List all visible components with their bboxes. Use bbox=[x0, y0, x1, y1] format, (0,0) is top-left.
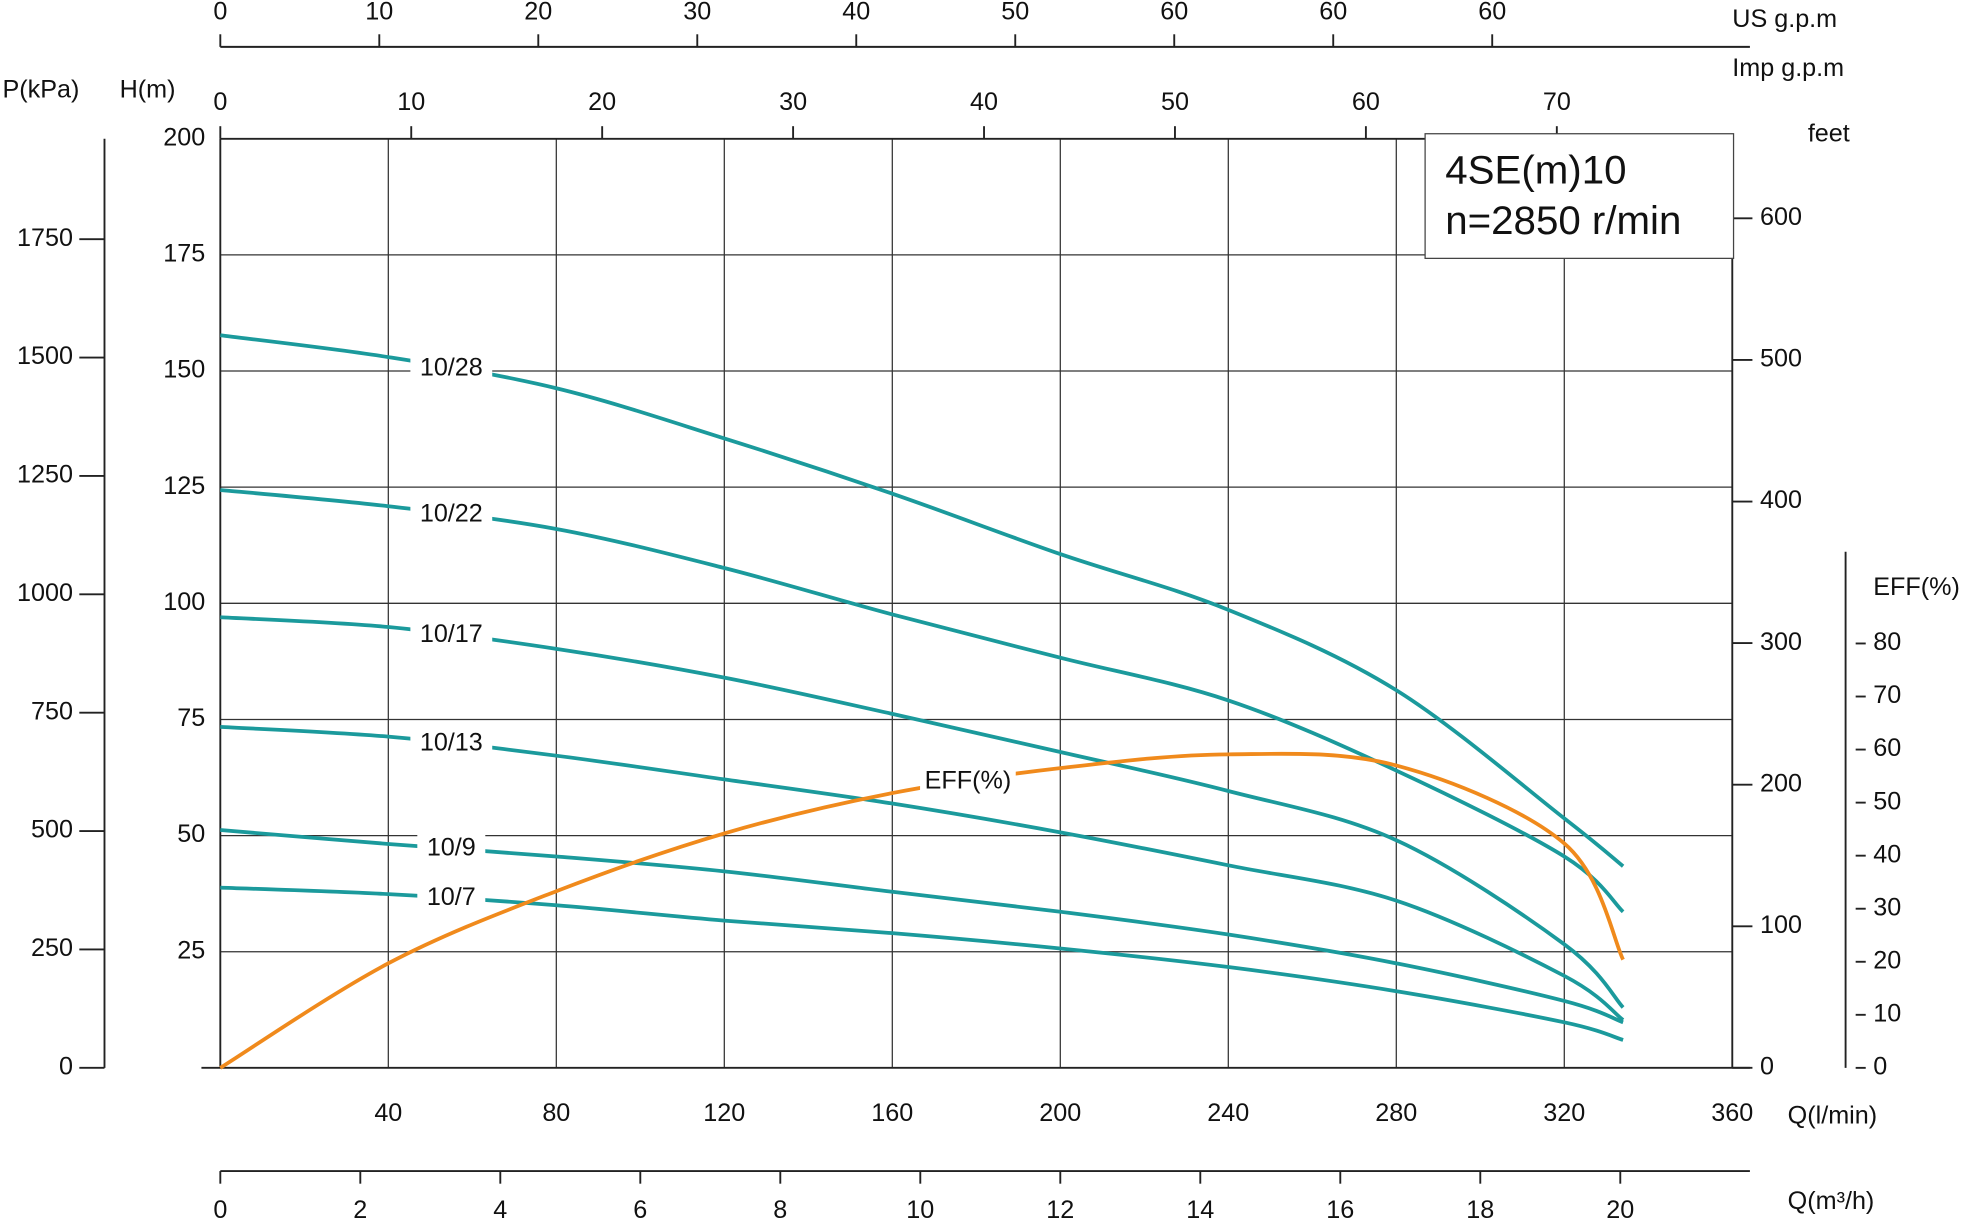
x-tick-label: 120 bbox=[703, 1099, 745, 1127]
x-tick-label: 160 bbox=[871, 1099, 913, 1127]
legend-bg bbox=[410, 728, 493, 759]
secondary-axis-label: feet bbox=[1808, 120, 1850, 148]
secondary-tick-label: 30 bbox=[683, 0, 711, 26]
secondary-axis-label: US g.p.m bbox=[1732, 5, 1837, 33]
secondary-tick-label: 250 bbox=[31, 934, 73, 962]
secondary-tick-label: 10 bbox=[906, 1196, 934, 1223]
x-axis-label: Q(l/min) bbox=[1788, 1102, 1877, 1130]
secondary-tick-label: 60 bbox=[1160, 0, 1188, 26]
y-tick-label: 150 bbox=[163, 356, 205, 384]
secondary-tick-label: 60 bbox=[1319, 0, 1347, 26]
chart-title: 4SE(m)10 bbox=[1445, 147, 1626, 192]
secondary-tick-label: 1750 bbox=[17, 224, 73, 252]
secondary-tick-label: 500 bbox=[31, 816, 73, 844]
secondary-tick-label: 10 bbox=[365, 0, 393, 26]
secondary-tick-label: 14 bbox=[1186, 1196, 1214, 1223]
axes: 40 80 120 160 200 240 280 320 360255075100125150… bbox=[3, 0, 1902, 1223]
x-tick-label: 200 bbox=[1039, 1099, 1081, 1127]
secondary-tick-label: 10 bbox=[397, 88, 425, 116]
x-tick-label: 320 bbox=[1543, 1099, 1585, 1127]
legend-label: EFF(%) bbox=[925, 767, 1012, 795]
secondary-tick-label: 1500 bbox=[17, 342, 73, 370]
secondary-tick-label: 70 bbox=[1543, 88, 1571, 116]
secondary-tick-label: 60 bbox=[1478, 0, 1506, 26]
y-tick-label: 175 bbox=[163, 240, 205, 268]
secondary-tick-label: 6 bbox=[633, 1196, 647, 1223]
y-tick-label: 50 bbox=[177, 820, 205, 848]
legend-label: 10/17 bbox=[420, 620, 483, 648]
legend-label: 10/22 bbox=[420, 499, 483, 527]
y2-tick-label: 20 bbox=[1873, 946, 1901, 974]
y-axis-label: H(m) bbox=[120, 76, 176, 104]
secondary-tick-label: 1000 bbox=[17, 579, 73, 607]
secondary-tick-label: 60 bbox=[1352, 88, 1380, 116]
y-tick-label: 100 bbox=[163, 588, 205, 616]
chart-subtitle: n=2850 r/min bbox=[1445, 198, 1681, 243]
secondary-axis-label: Imp g.p.m bbox=[1732, 54, 1844, 82]
x-tick-label: 280 bbox=[1375, 1099, 1417, 1127]
y2-tick-label: 40 bbox=[1873, 840, 1901, 868]
secondary-tick-label: 0 bbox=[213, 88, 227, 116]
secondary-tick-label: 200 bbox=[1760, 769, 1802, 797]
secondary-tick-label: 0 bbox=[1760, 1053, 1774, 1081]
legend-bg bbox=[410, 620, 493, 651]
y-tick-label: 125 bbox=[163, 472, 205, 500]
legend-bg bbox=[410, 499, 493, 530]
secondary-tick-label: 2 bbox=[353, 1196, 367, 1223]
y2-tick-label: 10 bbox=[1873, 999, 1901, 1027]
secondary-tick-label: 20 bbox=[588, 88, 616, 116]
y2-tick-label: 60 bbox=[1873, 734, 1901, 762]
curves: 10/28 10/22 10/17 10/13 10/9 10/7 EFF(%) bbox=[219, 333, 1625, 1070]
y2-tick-label: 30 bbox=[1873, 893, 1901, 921]
legend-label: 10/13 bbox=[420, 728, 483, 756]
legend-bg bbox=[417, 833, 486, 864]
legend-label: 10/7 bbox=[427, 883, 476, 911]
legend-label: 10/28 bbox=[420, 353, 483, 381]
secondary-tick-label: 0 bbox=[59, 1053, 73, 1081]
title-box bbox=[1424, 133, 1735, 259]
secondary-tick-label: 4 bbox=[493, 1196, 507, 1223]
secondary-tick-label: 50 bbox=[1161, 88, 1189, 116]
secondary-tick-label: 40 bbox=[842, 0, 870, 26]
secondary-tick-label: 8 bbox=[773, 1196, 787, 1223]
secondary-tick-label: 1250 bbox=[17, 461, 73, 489]
legend-label: 10/9 bbox=[427, 833, 476, 861]
secondary-tick-label: 16 bbox=[1326, 1196, 1354, 1223]
secondary-tick-label: 20 bbox=[524, 0, 552, 26]
secondary-axis-label: P(kPa) bbox=[3, 76, 80, 104]
secondary-tick-label: 300 bbox=[1760, 628, 1802, 656]
y2-tick-label: 80 bbox=[1873, 628, 1901, 656]
x-tick-label: 360 bbox=[1711, 1099, 1753, 1127]
secondary-tick-label: 750 bbox=[31, 697, 73, 725]
y2-tick-label: 50 bbox=[1873, 787, 1901, 815]
secondary-tick-label: 30 bbox=[779, 88, 807, 116]
y-tick-label: 200 bbox=[163, 123, 205, 151]
secondary-tick-label: 600 bbox=[1760, 203, 1802, 231]
y2-axis-label: EFF(%) bbox=[1873, 573, 1960, 601]
secondary-tick-label: 20 bbox=[1606, 1196, 1634, 1223]
secondary-tick-label: 40 bbox=[970, 88, 998, 116]
y2-tick-label: 0 bbox=[1873, 1053, 1887, 1081]
legend-bg bbox=[920, 766, 1016, 797]
secondary-tick-label: 500 bbox=[1760, 345, 1802, 373]
secondary-tick-label: 0 bbox=[213, 1196, 227, 1223]
secondary-tick-label: 18 bbox=[1466, 1196, 1494, 1223]
legend-bg bbox=[410, 353, 493, 384]
x-tick-label: 240 bbox=[1207, 1099, 1249, 1127]
legend-bg bbox=[417, 883, 486, 914]
secondary-tick-label: 0 bbox=[213, 0, 227, 26]
x-tick-label: 40 bbox=[374, 1099, 402, 1127]
secondary-axis-label: Q(m³/h) bbox=[1788, 1187, 1875, 1215]
y2-tick-label: 70 bbox=[1873, 681, 1901, 709]
y-tick-label: 75 bbox=[177, 704, 205, 732]
x-tick-label: 80 bbox=[542, 1099, 570, 1127]
secondary-tick-label: 12 bbox=[1046, 1196, 1074, 1223]
secondary-tick-label: 100 bbox=[1760, 911, 1802, 939]
secondary-tick-label: 400 bbox=[1760, 486, 1802, 514]
secondary-tick-label: 50 bbox=[1001, 0, 1029, 26]
y-tick-label: 25 bbox=[177, 936, 205, 964]
